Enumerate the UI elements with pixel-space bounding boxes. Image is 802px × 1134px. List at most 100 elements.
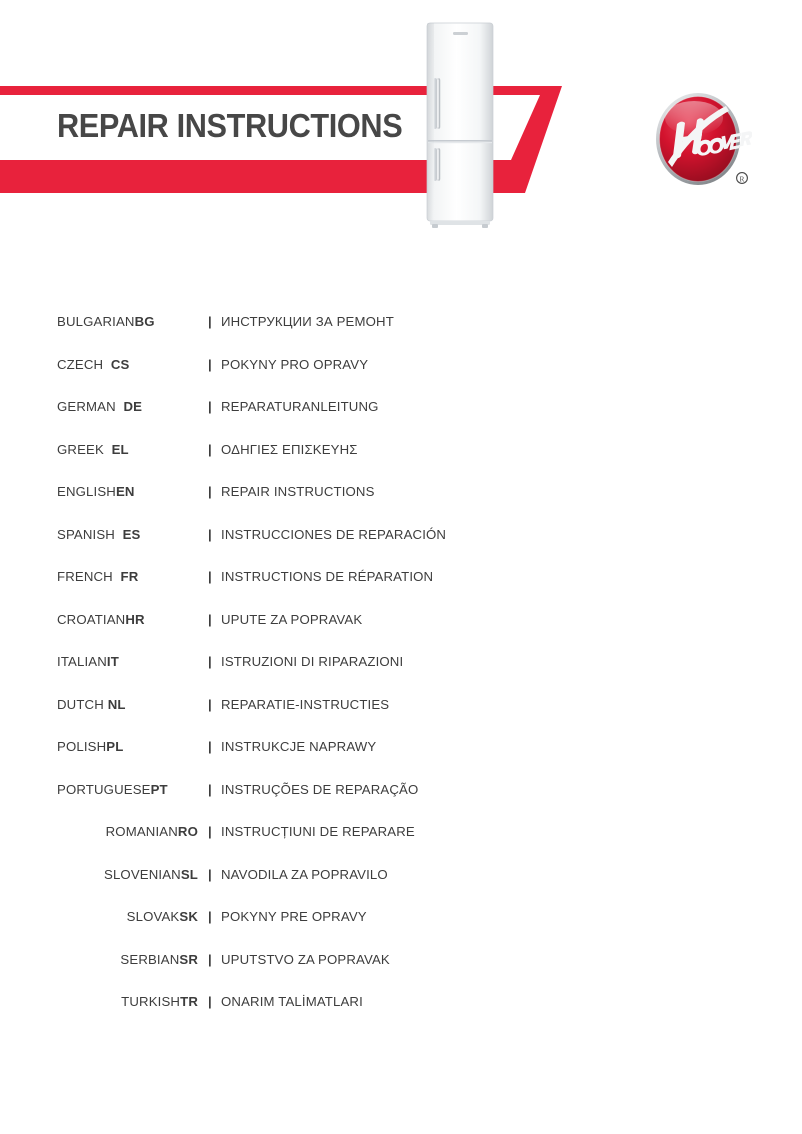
language-name-and-code: ENGLISHEN [57, 484, 198, 499]
language-code: SR [179, 951, 198, 967]
language-translated-title: UPUTE ZA POPRAVAK [221, 611, 363, 627]
language-name-and-code: ITALIANIT [57, 654, 198, 669]
language-row[interactable]: PORTUGUESEPT | INSTRUÇÕES DE REPARAÇÃO [0, 773, 802, 816]
language-translated-title: UPUTSTVO ZA POPRAVAK [221, 951, 390, 967]
language-translated-title: ONARIM TALİMATLARI [221, 994, 363, 1009]
language-name-and-code: POLISHPL [57, 739, 198, 754]
language-name: FRENCH [57, 569, 113, 584]
registered-trademark-symbol: R [736, 172, 748, 184]
language-row[interactable]: GERMAN DE | REPARATURANLEITUNG [0, 390, 802, 433]
language-code: PT [150, 781, 168, 797]
language-translated-title: POKYNY PRE OPRAVY [221, 909, 367, 924]
language-name-and-code: CZECH CS [57, 357, 198, 372]
language-separator: | [208, 441, 212, 457]
language-name: SERBIAN [120, 951, 180, 967]
banner-top-stripe [0, 86, 516, 95]
language-code: BG [134, 314, 155, 329]
language-name: TURKISH [121, 994, 181, 1009]
language-row[interactable]: FRENCH FR | INSTRUCTIONS DE RÉPARATION [0, 560, 802, 603]
product-image-fridge-freezer [424, 22, 496, 228]
language-separator: | [208, 909, 212, 924]
language-row[interactable]: ITALIANIT | ISTRUZIONI DI RIPARAZIONI [0, 645, 802, 688]
language-row[interactable]: CZECH CS | POKYNY PRO OPRAVY [0, 348, 802, 391]
language-separator: | [208, 824, 212, 839]
banner-bottom-band [0, 160, 497, 193]
language-separator: | [208, 781, 212, 797]
language-row[interactable]: GREEK EL | ΟΔΗΓΙΕΣ ΕΠΙΣΚΕΥΗΣ [0, 433, 802, 476]
language-row[interactable]: ENGLISHEN | REPAIR INSTRUCTIONS [0, 475, 802, 518]
language-translated-title: INSTRUKCJE NAPRAWY [221, 739, 377, 754]
language-name-and-code: FRENCH FR [57, 569, 198, 584]
language-code: ES [122, 526, 141, 542]
language-name-and-code: CROATIANHR [57, 612, 198, 627]
svg-text:R: R [740, 174, 745, 183]
language-row[interactable]: SPANISH ES | INSTRUCCIONES DE REPARACIÓN [0, 518, 802, 561]
language-row[interactable]: SERBIANSR | UPUTSTVO ZA POPRAVAK [0, 943, 802, 986]
language-separator: | [208, 399, 212, 414]
language-code: SL [180, 866, 198, 882]
language-row[interactable]: ROMANIANRO | INSTRUCȚIUNI DE REPARARE [0, 815, 802, 858]
language-separator: | [208, 866, 212, 882]
language-spacer [113, 569, 121, 584]
language-code: CS [110, 356, 130, 372]
language-code: DE [123, 399, 143, 414]
language-name: DUTCH [57, 696, 104, 712]
language-separator: | [208, 569, 212, 584]
language-translated-title: REPAIR INSTRUCTIONS [221, 484, 375, 499]
language-row[interactable]: BULGARIANBG | ИНСТРУКЦИИ ЗА РЕМОНТ [0, 305, 802, 348]
language-separator: | [208, 526, 212, 542]
language-index-list: BULGARIANBG | ИНСТРУКЦИИ ЗА РЕМОНТ CZECH CS… [0, 305, 802, 1028]
language-code: SK [179, 909, 198, 924]
language-translated-title: ΟΔΗΓΙΕΣ ΕΠΙΣΚΕΥΗΣ [221, 441, 358, 457]
language-row[interactable]: DUTCH NL | REPARATIE-INSTRUCTIES [0, 688, 802, 731]
language-name: ROMANIAN [105, 824, 178, 839]
language-separator: | [208, 696, 212, 712]
language-separator: | [208, 994, 212, 1009]
language-name: POLISH [57, 739, 107, 754]
language-code: EL [111, 441, 129, 457]
language-name-and-code: SLOVAKSK [57, 909, 198, 924]
language-code: NL [107, 696, 126, 712]
language-code: HR [125, 611, 145, 627]
language-separator: | [208, 654, 212, 669]
language-name-and-code: SPANISH ES [57, 527, 198, 542]
language-row[interactable]: CROATIANHR | UPUTE ZA POPRAVAK [0, 603, 802, 646]
page-title: REPAIR INSTRUCTIONS [57, 107, 403, 144]
language-name: GERMAN [57, 399, 116, 414]
language-name: PORTUGUESE [57, 781, 151, 797]
language-translated-title: REPARATURANLEITUNG [221, 399, 379, 414]
header-banner: REPAIR INSTRUCTIONS [0, 0, 802, 250]
language-translated-title: POKYNY PRO OPRAVY [221, 356, 369, 372]
language-name-and-code: SERBIANSR [57, 952, 198, 967]
language-code: PL [106, 739, 124, 754]
language-code: RO [177, 824, 198, 839]
language-translated-title: INSTRUCTIONS DE RÉPARATION [221, 569, 434, 584]
language-name: SLOVAK [126, 909, 180, 924]
language-translated-title: ИНСТРУКЦИИ ЗА РЕМОНТ [221, 314, 394, 329]
language-name: SLOVENIAN [104, 866, 181, 882]
language-name: ENGLISH [57, 484, 116, 499]
language-row[interactable]: SLOVAKSK | POKYNY PRE OPRAVY [0, 900, 802, 943]
language-translated-title: INSTRUÇÕES DE REPARAÇÃO [221, 781, 419, 797]
language-name: GREEK [57, 441, 104, 457]
language-spacer [103, 357, 111, 372]
language-name-and-code: SLOVENIANSL [57, 867, 198, 882]
language-translated-title: INSTRUCCIONES DE REPARACIÓN [221, 526, 447, 542]
language-translated-title: INSTRUCȚIUNI DE REPARARE [221, 824, 415, 839]
language-code: EN [115, 484, 135, 499]
language-translated-title: ISTRUZIONI DI RIPARAZIONI [221, 654, 404, 669]
language-name-and-code: GERMAN DE [57, 399, 198, 414]
language-name-and-code: TURKISHTR [57, 994, 198, 1009]
language-translated-title: NAVODILA ZA POPRAVILO [221, 866, 388, 882]
language-translated-title: REPARATIE-INSTRUCTIES [221, 696, 390, 712]
language-name: CROATIAN [57, 611, 126, 627]
language-row[interactable]: POLISHPL | INSTRUKCJE NAPRAWY [0, 730, 802, 773]
language-name: ITALIAN [57, 654, 107, 669]
language-code: FR [120, 569, 139, 584]
language-code: IT [106, 654, 119, 669]
language-row[interactable]: TURKISHTR | ONARIM TALİMATLARI [0, 985, 802, 1028]
language-separator: | [208, 739, 212, 754]
language-row[interactable]: SLOVENIANSL | NAVODILA ZA POPRAVILO [0, 858, 802, 901]
language-name: CZECH [57, 356, 104, 372]
